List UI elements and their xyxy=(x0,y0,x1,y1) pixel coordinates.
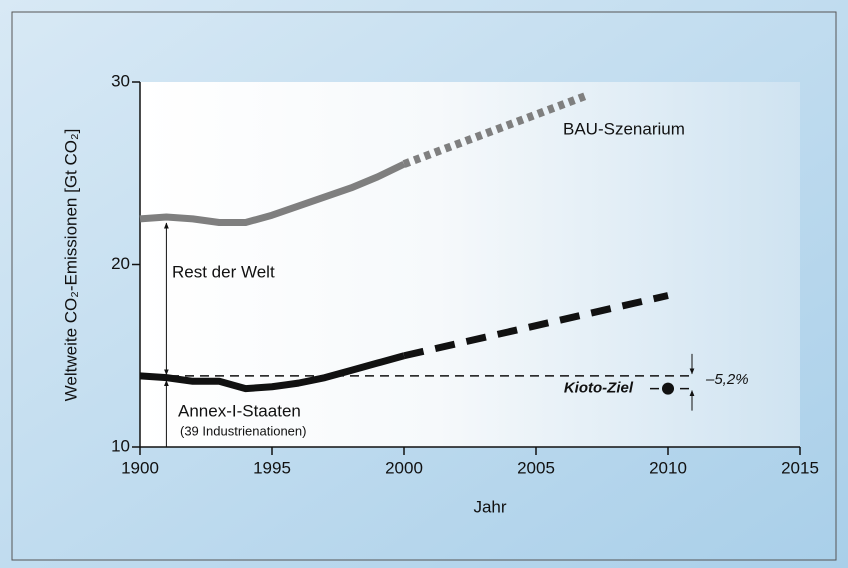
series-label: Annex-I-Staaten xyxy=(178,401,301,420)
x-tick-label: 1900 xyxy=(121,458,159,477)
x-tick-label: 2000 xyxy=(385,458,423,477)
frame xyxy=(11,11,837,561)
x-tick-label: 2015 xyxy=(781,458,819,477)
x-tick-label: 1995 xyxy=(253,458,291,477)
x-tick-label: 2005 xyxy=(517,458,555,477)
y-tick-label: 20 xyxy=(111,254,130,273)
projection-label: BAU-Szenarium xyxy=(563,119,685,138)
target-label: Kioto-Ziel xyxy=(564,380,634,397)
line xyxy=(403,292,669,360)
y-axis-label: Weltweite CO₂-Emissionen [Gt CO₂] xyxy=(61,129,80,402)
subnote: (39 Industrienationen) xyxy=(180,423,306,438)
line xyxy=(139,352,405,393)
y-tick-label: 30 xyxy=(111,71,130,90)
line xyxy=(139,160,406,227)
series-label: Rest der Welt xyxy=(172,262,275,281)
change-label: –5,2% xyxy=(705,371,749,388)
target-point xyxy=(662,382,674,395)
x-axis-label: Jahr xyxy=(473,497,506,516)
y-tick-label: 10 xyxy=(111,436,130,455)
x-tick-label: 2010 xyxy=(649,458,687,477)
